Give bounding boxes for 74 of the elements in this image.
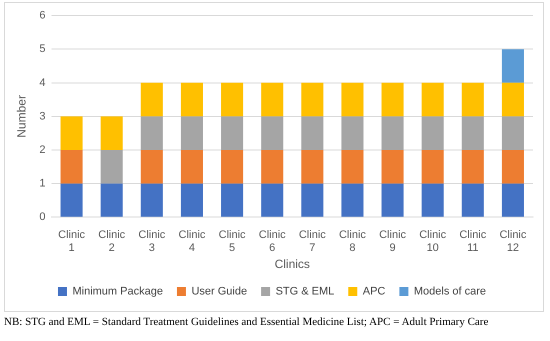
bar: [180, 82, 203, 116]
x-axis-title: Clinics: [274, 257, 310, 272]
bar: [100, 184, 123, 217]
bar: [100, 116, 123, 150]
bar: [261, 184, 284, 217]
bar: [462, 116, 484, 150]
legend-label: Models of care: [414, 286, 486, 298]
x-tick-label: Clinic 3: [138, 228, 166, 254]
bar: [140, 150, 163, 184]
bar: [422, 116, 444, 150]
x-tick-label: Clinic 7: [298, 228, 326, 254]
bar: [422, 82, 444, 116]
bar: [140, 184, 163, 217]
x-tick-label: Clinic 10: [419, 228, 447, 254]
bar: [382, 116, 404, 150]
bar: [502, 184, 524, 217]
y-tick-label: 4: [39, 76, 46, 89]
bar: [382, 184, 404, 217]
bar: [341, 150, 364, 184]
bar: [180, 116, 203, 150]
bar: [100, 150, 123, 184]
x-tick-label: Clinic 9: [379, 228, 407, 254]
bar: [221, 184, 244, 217]
bar: [301, 82, 324, 116]
x-tick-label: Clinic 1: [58, 228, 86, 254]
bar: [261, 150, 284, 184]
bar: [261, 82, 284, 116]
legend-label: User Guide: [191, 286, 248, 298]
bar: [422, 184, 444, 217]
bar: [221, 82, 244, 116]
bar: [261, 116, 284, 150]
y-tick-label: 6: [39, 10, 46, 22]
bar: [462, 150, 484, 184]
y-axis-title: Number: [14, 95, 29, 138]
x-tick-label: Clinic 12: [499, 228, 527, 254]
bar: [301, 184, 324, 217]
bar: [180, 150, 203, 184]
y-tick-label: 2: [39, 144, 46, 156]
bar: [60, 150, 83, 184]
bar: [502, 82, 524, 116]
x-tick-label: Clinic 11: [459, 228, 487, 254]
y-tick-label: 0: [39, 211, 46, 224]
bar: [341, 116, 364, 150]
y-tick-label: 3: [39, 110, 46, 122]
bar: [502, 49, 524, 83]
bar: [140, 116, 163, 150]
bar: [221, 150, 244, 184]
bar: [382, 82, 404, 116]
bar: [60, 184, 83, 217]
bar: [462, 82, 484, 116]
legend-label: Minimum Package: [72, 286, 163, 298]
bar: [422, 150, 444, 184]
x-tick-label: Clinic 2: [98, 228, 126, 254]
bar: [301, 150, 324, 184]
text: NB: STG and EML = Standard Treatment Guidelines and Essential Medicine List; APC = Adult Primary Care: [4, 316, 490, 328]
legend-label: STG & EML: [276, 286, 334, 298]
bar: [341, 82, 364, 116]
y-tick-label: 1: [39, 178, 46, 190]
bar: [180, 184, 203, 217]
x-tick-label: Clinic 6: [258, 228, 286, 254]
bar: [301, 116, 324, 150]
bar: [502, 116, 524, 150]
bar: [341, 184, 364, 217]
legend-label: APC: [362, 286, 386, 298]
bar: [502, 150, 524, 184]
bar: [462, 184, 484, 217]
x-tick-label: Clinic 8: [338, 228, 366, 254]
bar: [221, 116, 244, 150]
x-tick-label: Clinic 4: [178, 228, 206, 254]
bar: [140, 82, 163, 116]
x-tick-label: Clinic 5: [218, 228, 246, 254]
bar: [60, 116, 83, 150]
bar: [382, 150, 404, 184]
y-tick-label: 5: [39, 43, 46, 56]
